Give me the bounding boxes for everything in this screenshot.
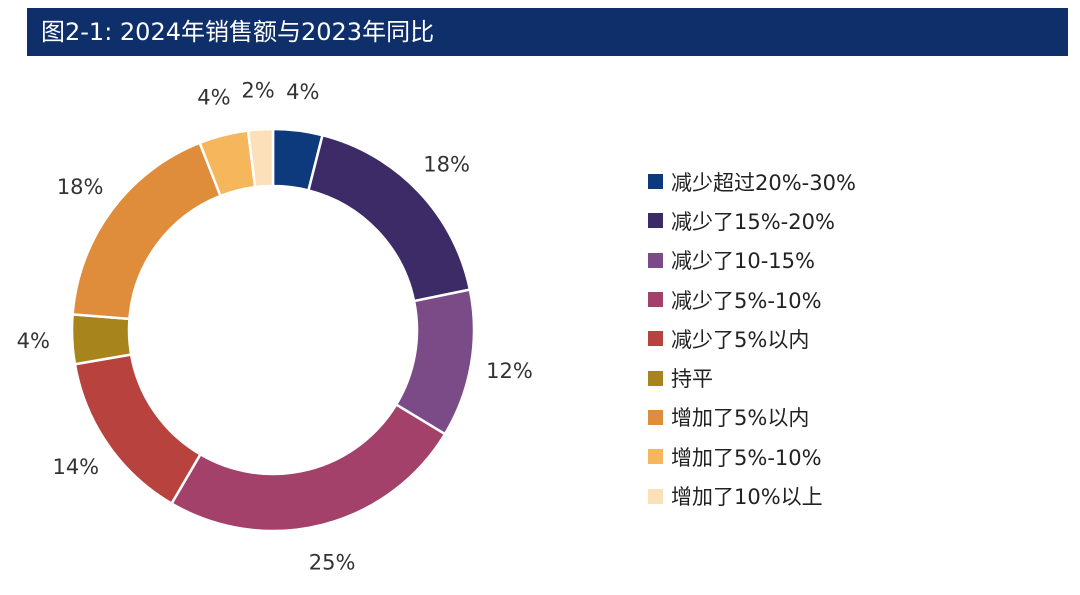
legend-label: 减少了5%-10% [671,288,822,313]
legend-swatch [648,331,663,347]
legend-swatch [648,449,663,465]
legend-label: 增加了5%-10% [671,445,822,470]
data-label: 18% [57,175,104,199]
legend-swatch [648,252,663,268]
donut-slice [70,313,133,366]
legend-label: 增加了5%以内 [671,406,810,431]
legend-item: 减少超过20%-30% [648,162,856,201]
legend-item: 减少了10-15% [648,241,856,280]
donut-slice [169,402,447,533]
legend-swatch [648,213,663,229]
chart-title: 图2-1: 2024年销售额与2023年同比 [41,18,435,46]
data-label: 25% [309,551,356,575]
legend-item: 减少了5%-10% [648,280,856,319]
legend-swatch [648,174,663,190]
data-label: 2% [241,78,274,102]
legend-label: 减少了10-15% [671,249,815,274]
legend-swatch [648,292,663,308]
legend: 减少超过20%-30% 减少了15%-20% 减少了10-15% 减少了5%-10% 减… [648,162,856,516]
data-label: 18% [423,152,470,176]
donut-slice [246,127,275,189]
legend-label: 减少了15%-20% [671,209,835,234]
legend-item: 增加了5%-10% [648,437,856,476]
legend-label: 减少了5%以内 [671,327,810,352]
title-bar: 图2-1: 2024年销售额与2023年同比 [27,8,1068,56]
donut-slice [73,353,203,506]
legend-item: 增加了5%以内 [648,398,856,437]
legend-item: 减少了15%-20% [648,201,856,240]
legend-label: 减少超过20%-30% [671,170,856,195]
legend-item: 持平 [648,358,856,397]
legend-item: 减少了5%以内 [648,319,856,358]
data-label: 14% [52,455,99,479]
data-label: 4% [17,329,50,353]
data-label: 4% [197,85,230,109]
legend-item: 增加了10%以上 [648,476,856,515]
legend-swatch [648,488,663,504]
data-label: 4% [286,80,319,104]
legend-label: 持平 [671,367,713,392]
legend-swatch [648,409,663,425]
legend-label: 增加了10%以上 [671,485,823,510]
legend-swatch [648,370,663,386]
donut-slice [71,141,223,321]
data-label: 12% [486,359,533,383]
